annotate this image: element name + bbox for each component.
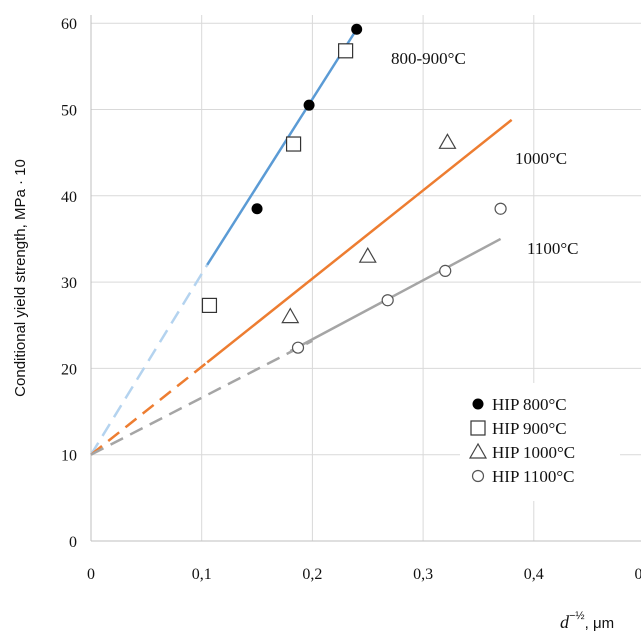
fit-line-label: 800-900°C: [391, 49, 466, 68]
x-tick-label: 0,3: [413, 566, 433, 583]
data-point-open-square: [338, 43, 354, 59]
legend-box: [460, 383, 620, 501]
fit-line-dashed: [89, 264, 209, 456]
data-point-open-circle: [291, 341, 305, 354]
x-axis-label-base: d: [560, 612, 570, 632]
legend-marker: [471, 469, 485, 483]
fit-line-solid: [289, 237, 502, 353]
legend-marker: [470, 420, 486, 436]
axis-labels: Conditional yield strength, MPa · 10 d−½,…: [12, 159, 614, 632]
data-points: [201, 23, 507, 354]
fit-line-label: 1000°C: [515, 149, 567, 168]
data-point-filled-circle: [351, 23, 363, 35]
x-axis-label-unit: , μm: [585, 615, 614, 632]
data-point-open-triangle: [438, 133, 457, 149]
x-tick-label: 0,2: [302, 566, 322, 583]
legend-marker: [468, 442, 488, 459]
y-tick-label: 20: [61, 361, 77, 378]
legend-label: HIP 1100°C: [492, 467, 575, 486]
fit-line-solid: [206, 118, 513, 364]
data-point-filled-circle: [251, 203, 263, 215]
legend: HIP 800°C HIP 900°C HIP 1000°C HIP 1100°C: [460, 383, 620, 501]
fit-line-labels: 800-900°C 1000°C 1100°C: [391, 49, 579, 258]
y-tick-label: 30: [61, 275, 77, 292]
x-tick-label: 0,1: [192, 566, 212, 583]
fit-line-dashed: [90, 339, 313, 456]
axes: 0 10 20 30 40 50 60 0 0,1 0,2 0,3 0,4 0,5: [61, 15, 641, 583]
data-point-open-circle: [494, 202, 507, 215]
y-tick-label: 50: [61, 103, 77, 120]
legend-label: HIP 1000°C: [492, 443, 575, 462]
x-tick-label: 0,5: [635, 566, 641, 583]
legend-label: HIP 800°C: [492, 395, 567, 414]
y-tick-label: 60: [61, 16, 77, 33]
data-point-open-triangle: [358, 247, 377, 263]
fit-line-label: 1100°C: [527, 239, 579, 258]
fit-lines: [89, 28, 513, 456]
legend-label: HIP 900°C: [492, 419, 567, 438]
y-tick-label: 0: [69, 534, 77, 551]
x-axis-label-exponent: −½: [569, 610, 585, 622]
data-point-open-square: [285, 136, 302, 152]
legend-marker: [472, 398, 484, 410]
x-tick-label: 0: [87, 566, 95, 583]
y-tick-label: 10: [61, 448, 77, 465]
data-point-open-triangle: [281, 307, 300, 324]
y-tick-label: 40: [61, 189, 77, 206]
x-tick-label: 0,4: [524, 566, 544, 583]
fit-line-dashed: [90, 361, 209, 456]
x-axis-label: d−½, μm: [560, 610, 614, 632]
fit-line-solid: [206, 28, 358, 266]
y-axis-label: Conditional yield strength, MPa · 10: [12, 159, 29, 397]
data-point-open-square: [201, 297, 218, 314]
data-point-filled-circle: [303, 99, 315, 111]
data-point-open-circle: [439, 264, 452, 277]
data-point-open-circle: [381, 294, 394, 307]
